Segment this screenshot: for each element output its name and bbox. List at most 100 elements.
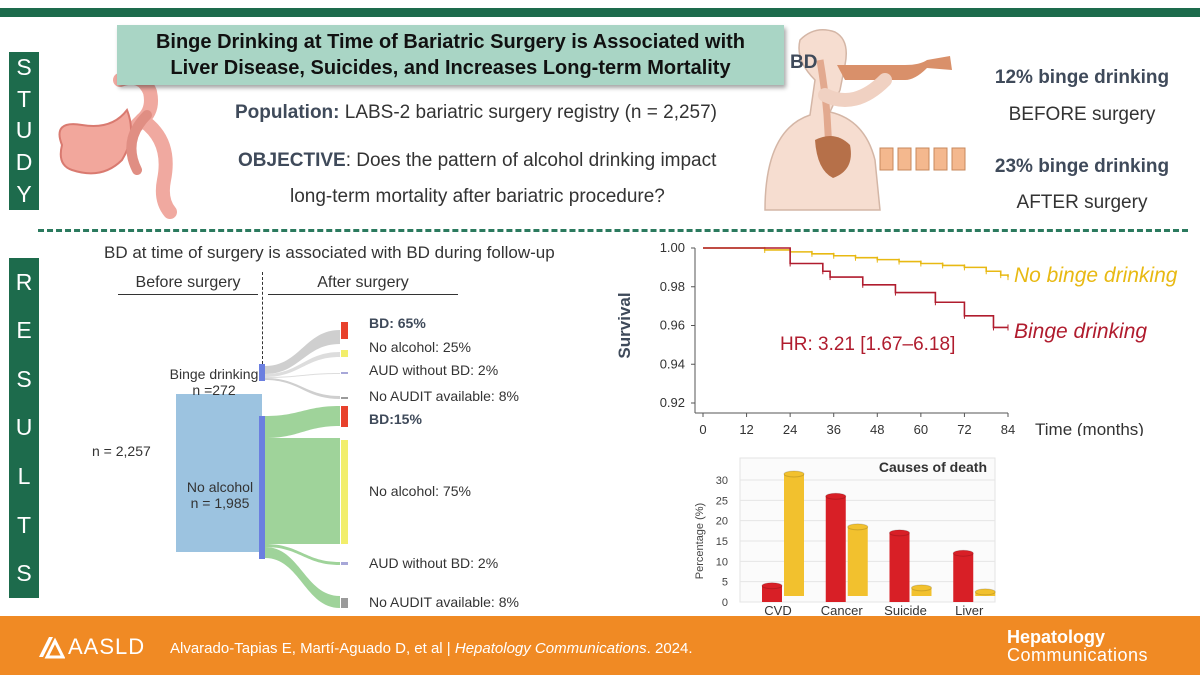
x-tick-label: Suicide [884,603,927,618]
population-text: LABS-2 bariatric surgery registry (n = 2… [344,102,718,123]
bd-label: BD [790,52,818,73]
causes-of-death-chart: 0 5 10 15 20 25 30 Causes of death Percentage (%… [694,457,996,618]
y-tick-label: 0.96 [660,318,685,333]
results-letter: U [15,414,33,441]
flow-no-na [265,547,340,608]
journal-logo: Hepatology Communications [1007,628,1148,664]
outcome-node-no-noalc [341,440,348,544]
study-letter: T [16,85,32,112]
x-tick-label: 12 [739,422,753,436]
objective-line-1: OBJECTIVE: Does the pattern of alcohol d… [238,150,716,172]
results-letter: S [16,365,32,392]
sankey-diagram [176,322,348,608]
results-letter: S [16,560,32,587]
results-letter: L [17,463,31,490]
section-divider [38,229,1188,232]
bar-no-binge [784,474,804,596]
bar-cap [825,492,847,500]
bar-binge [762,585,782,602]
stat-before-text: BEFORE surgery [1008,104,1156,125]
header-divider [262,272,263,364]
bar-cap [974,588,996,596]
hr-annotation: HR: 3.21 [1.67–6.18] [780,334,956,355]
chart-title: Causes of death [879,459,987,475]
y-tick-label: 0.94 [660,356,685,371]
y-tick-label: 10 [716,556,728,568]
outcome-node-bd-na [341,397,348,399]
flow-bd-bd [265,330,340,374]
results-letter: E [16,317,32,344]
y-axis-label: Percentage (%) [694,503,706,579]
population-label: Population: [235,102,340,123]
x-tick-label: 24 [783,422,797,436]
y-tick-label: 0.98 [660,279,685,294]
y-tick-label: 0.92 [660,395,685,410]
objective-label: OBJECTIVE [238,150,346,171]
bar-binge [889,532,910,602]
study-letter: S [16,54,32,81]
x-axis-label: Time (months) [1035,420,1144,436]
population-line: Population: LABS-2 bariatric surgery reg… [235,102,717,124]
bar-no-binge [847,526,868,596]
source-node [176,394,262,552]
title-line-1: Binge Drinking at Time of Bariatric Surg… [155,31,746,53]
outcome-label: BD:15% [369,411,422,427]
journal-logo-line-1: Hepatology [1007,627,1106,647]
bar-cap [952,549,974,557]
journal-logo-line-2: Communications [1007,645,1149,665]
outcome-label: No alcohol: 25% [369,339,471,355]
sankey-heading: BD at time of surgery is associated with… [104,243,555,262]
y-tick-label: 1.00 [660,240,685,255]
flow-no-aud [265,544,340,565]
objective-line-2: long-term mortality after bariatric proc… [290,186,665,207]
series-line-binge [703,247,1008,329]
outcome-node-bd-aud [341,372,348,374]
results-letter: R [15,268,33,295]
page-title: Binge Drinking at Time of Bariatric Surg… [117,25,784,85]
outcome-label: AUD without BD: 2% [369,555,499,571]
total-label: n = 2,257 [92,443,151,459]
citation-authors: Alvarado-Tapias E, Martí-Aguado D, et al… [170,640,455,657]
citation-year: . 2024. [646,640,693,657]
legend-bd: Binge drinking [1014,320,1148,343]
flow-bd-na [265,378,340,399]
study-letter: U [15,117,33,144]
stat-after-text: AFTER surgery [1016,192,1148,213]
study-tab: S T U D Y [9,52,39,210]
study-letter: Y [16,180,32,207]
y-tick-label: 30 [716,475,728,487]
footer: AASLD Alvarado-Tapias E, Martí-Aguado D,… [0,616,1200,675]
x-tick-label: 72 [957,422,971,436]
survival-chart: 1.00 0.98 0.96 0.94 0.92 0 12 24 36 48 60 72 84 Time … [615,240,1144,436]
bar-cap [911,584,932,592]
results-letter: T [16,511,32,538]
y-axis-label: Survival [615,292,634,358]
bd-group-n: n =272 [192,382,236,398]
outcome-node-bd-bd [341,322,348,339]
citation: Alvarado-Tapias E, Martí-Aguado D, et al… [170,640,693,657]
stomach-illustration [58,70,177,219]
outcome-node-bd-noalc [341,350,348,357]
x-tick-label: 36 [826,422,840,436]
y-tick-label: 15 [716,536,728,548]
series-line-no-binge [703,247,1009,278]
flow-bd-noalc [265,352,340,377]
before-surgery-header: Before surgery [118,274,258,295]
outcome-label: No AUDIT available: 8% [369,594,519,610]
no-group-node [259,416,265,559]
bar-cap [783,470,805,478]
y-tick-label: 25 [716,495,728,507]
outcome-label: No alcohol: 75% [369,483,471,499]
flow-no-bd [265,406,340,438]
legend-no-bd: No binge drinking [1014,264,1178,287]
stat-after-pct: 23% binge drinking [994,156,1170,177]
bar-no-binge [911,587,932,596]
bar-cap [889,529,910,537]
bar-cap [847,523,869,531]
flow-no-noalc [265,438,340,544]
x-tick-label: Liver [955,603,984,618]
bd-group-name: Binge drinking [169,366,259,382]
aasld-logo-text: AASLD [68,634,146,659]
x-tick-label: 60 [914,422,928,436]
results-tab: R E S U L T S [9,258,39,598]
